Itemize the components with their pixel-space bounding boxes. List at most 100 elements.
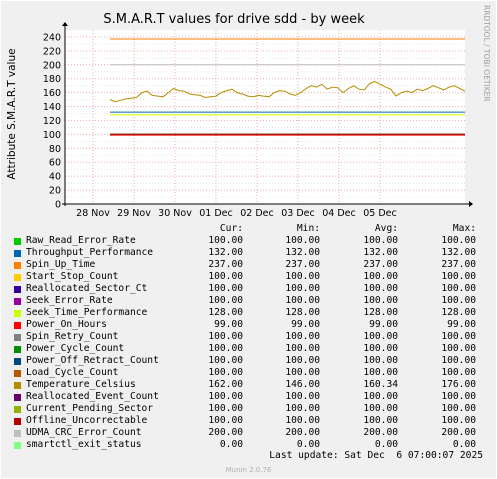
legend-swatch bbox=[14, 405, 21, 413]
legend-row-raw-read-error-rate: Raw_Read_Error_Rate 100.00 100.00 100.00 100… bbox=[0, 235, 497, 247]
legend-row-temperature-celsius: Temperature_Celsius 162.00 146.00 160.34 176… bbox=[0, 379, 497, 391]
legend-row-udma-crc-error-count: UDMA_CRC_Error_Count 200.00 200.00 200.00 20… bbox=[0, 427, 497, 439]
legend-max: 100.00 bbox=[441, 235, 476, 246]
legend-min: 200.00 bbox=[285, 427, 320, 438]
legend-min: 100.00 bbox=[285, 355, 320, 366]
legend-swatch bbox=[14, 369, 21, 377]
legend-max: 100.00 bbox=[441, 367, 476, 378]
legend-swatch bbox=[14, 345, 21, 353]
legend-label: Load_Cycle_Count bbox=[26, 367, 119, 378]
legend-min: 100.00 bbox=[285, 367, 320, 378]
header-avg: Avg: bbox=[374, 223, 398, 234]
legend-row-power-on-hours: Power_On_Hours 99.00 99.00 99.00 99.00 bbox=[0, 319, 497, 331]
y-tick-label: 220 bbox=[43, 46, 61, 57]
legend-label: Power_Off_Retract_Count bbox=[26, 355, 159, 366]
legend-avg: 100.00 bbox=[363, 331, 398, 342]
y-tick-label: 180 bbox=[43, 74, 61, 85]
x-tick-label: 04 Dec bbox=[322, 208, 356, 219]
legend-label: Offline_Uncorrectable bbox=[26, 415, 148, 426]
legend-cur: 100.00 bbox=[208, 283, 243, 294]
legend-avg: 100.00 bbox=[363, 271, 398, 282]
y-axis-label: Attribute S.M.A.R.T value bbox=[6, 48, 18, 179]
legend-label: Power_On_Hours bbox=[26, 319, 107, 330]
legend-swatch bbox=[14, 273, 21, 281]
x-tick-label: 30 Nov bbox=[158, 208, 192, 219]
legend-max: 237.00 bbox=[441, 259, 476, 270]
legend-avg: 237.00 bbox=[363, 259, 398, 270]
legend-cur: 100.00 bbox=[208, 343, 243, 354]
legend-cur: 0.00 bbox=[219, 439, 243, 450]
smart-chart: 0 20 40 60 80 100 120 140 160 180 200 220 240 28 Nov 2… bbox=[6, 5, 491, 219]
y-tick-label: 200 bbox=[43, 60, 61, 71]
legend-cur: 132.00 bbox=[208, 247, 243, 258]
munin-version: Munin 2.0.76 bbox=[225, 466, 272, 474]
chart-title: S.M.A.R.T values for drive sdd - by week bbox=[103, 12, 365, 27]
header-min: Min: bbox=[296, 223, 320, 234]
legend-avg: 100.00 bbox=[363, 355, 398, 366]
legend-row-throughput-performance: Throughput_Performance 132.00 132.00 132.00… bbox=[0, 247, 497, 259]
legend-row-spin-retry-count: Spin_Retry_Count 100.00 100.00 100.00 100.00 bbox=[0, 331, 497, 343]
legend-label: Current_Pending_Sector bbox=[26, 403, 154, 414]
legend-row-power-cycle-count: Power_Cycle_Count 100.00 100.00 100.00 100.0… bbox=[0, 343, 497, 355]
legend-max: 0.00 bbox=[452, 439, 476, 450]
legend-header: Cur: Min: Avg: Max: bbox=[0, 223, 497, 235]
plot-area bbox=[65, 30, 465, 204]
x-tick-label: 29 Nov bbox=[117, 208, 151, 219]
legend-max: 132.00 bbox=[441, 247, 476, 258]
legend-avg: 99.00 bbox=[369, 319, 398, 330]
legend-label: Seek_Time_Performance bbox=[26, 307, 148, 318]
legend-avg: 100.00 bbox=[363, 235, 398, 246]
y-tick-label: 120 bbox=[43, 116, 61, 127]
legend-cur: 237.00 bbox=[208, 259, 243, 270]
legend-swatch bbox=[14, 381, 21, 389]
legend-swatch bbox=[14, 321, 21, 329]
legend-max: 100.00 bbox=[441, 283, 476, 294]
legend-swatch bbox=[14, 357, 21, 365]
legend-swatch bbox=[14, 261, 21, 269]
legend-avg: 100.00 bbox=[363, 415, 398, 426]
legend-swatch bbox=[14, 237, 21, 245]
legend-max: 100.00 bbox=[441, 271, 476, 282]
x-tick-label: 01 Dec bbox=[199, 208, 233, 219]
legend-cur: 100.00 bbox=[208, 367, 243, 378]
legend-cur: 100.00 bbox=[208, 391, 243, 402]
legend-max: 100.00 bbox=[441, 415, 476, 426]
legend-label: UDMA_CRC_Error_Count bbox=[26, 427, 142, 438]
legend-row-reallocated-sector-ct: Reallocated_Sector_Ct 100.00 100.00 100.00 1… bbox=[0, 283, 497, 295]
legend-swatch bbox=[14, 285, 21, 293]
legend-min: 100.00 bbox=[285, 391, 320, 402]
legend-row-spin-up-time: Spin_Up_Time 237.00 237.00 237.00 237.00 bbox=[0, 259, 497, 271]
x-tick-label: 28 Nov bbox=[76, 208, 110, 219]
legend-min: 128.00 bbox=[285, 307, 320, 318]
legend-avg: 100.00 bbox=[363, 295, 398, 306]
legend-avg: 100.00 bbox=[363, 367, 398, 378]
legend-min: 132.00 bbox=[285, 247, 320, 258]
legend-cur: 100.00 bbox=[208, 271, 243, 282]
legend-label: Power_Cycle_Count bbox=[26, 343, 125, 354]
series-line-temperature-celsius bbox=[109, 80, 466, 103]
legend-avg: 100.00 bbox=[363, 403, 398, 414]
y-tick-label: 60 bbox=[49, 158, 61, 169]
legend-label: Temperature_Celsius bbox=[26, 379, 136, 390]
legend-max: 128.00 bbox=[441, 307, 476, 318]
legend-max: 100.00 bbox=[441, 331, 476, 342]
legend-cur: 100.00 bbox=[208, 235, 243, 246]
legend-min: 237.00 bbox=[285, 259, 320, 270]
legend-max: 100.00 bbox=[441, 343, 476, 354]
legend-row-start-stop-count: Start_Stop_Count 100.00 100.00 100.00 100.00 bbox=[0, 271, 497, 283]
y-tick-label: 240 bbox=[43, 32, 61, 43]
y-tick-label: 140 bbox=[43, 102, 61, 113]
legend-cur: 128.00 bbox=[208, 307, 243, 318]
legend-cur: 100.00 bbox=[208, 415, 243, 426]
rrdtool-credit: RRDTOOL / TOBI OETIKER bbox=[482, 5, 491, 102]
legend-min: 100.00 bbox=[285, 331, 320, 342]
legend-min: 0.00 bbox=[296, 439, 320, 450]
x-tick-label: 05 Dec bbox=[363, 208, 397, 219]
legend-cur: 100.00 bbox=[208, 403, 243, 414]
legend-row-reallocated-event-count: Reallocated_Event_Count 100.00 100.00 100.0… bbox=[0, 391, 497, 403]
legend-label: Raw_Read_Error_Rate bbox=[26, 235, 136, 246]
legend-avg: 200.00 bbox=[363, 427, 398, 438]
y-tick-label: 20 bbox=[49, 186, 61, 197]
header-cur: Cur: bbox=[219, 223, 243, 234]
legend-avg: 100.00 bbox=[363, 391, 398, 402]
